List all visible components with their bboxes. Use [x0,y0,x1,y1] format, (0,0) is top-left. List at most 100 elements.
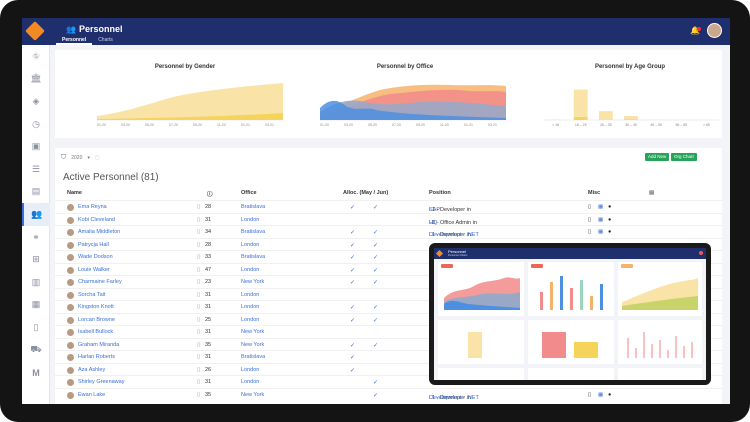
table-row[interactable]: Kobi Cleveland ▯ 31 London L0 - Office Admin… [55,212,722,226]
network-icon[interactable]: ⛗ [32,50,40,61]
office-link[interactable]: New York [241,341,265,348]
table-row[interactable]: Louie Walker ▯ 47 London ✓ ✓ [55,262,722,276]
table-row[interactable]: Aza Ashley ▯ 26 London ✓ [55,362,722,376]
tab-personnel[interactable]: Personnel [56,36,93,45]
department-link[interactable]: Development - .NET [429,394,479,401]
person-name-link[interactable]: Kobi Cleveland [78,216,115,223]
tab-charts[interactable]: Charts [98,37,113,43]
office-link[interactable]: London [241,266,260,273]
calendar-icon[interactable]: ▣ [31,141,41,152]
chevron-down-icon[interactable]: ▾ [87,155,90,161]
person-name-link[interactable]: Ewan Lake [78,391,106,398]
table-row[interactable]: Sorcha Tait ▯ 31 London [55,287,722,301]
office-link[interactable]: London [241,366,260,373]
layers-icon[interactable]: ◈ [32,95,40,106]
app-logo-icon[interactable] [25,21,45,41]
person-name-link[interactable]: Sorcha Tait [78,291,106,298]
office-link[interactable]: London [241,241,260,248]
car-icon[interactable]: ⛟ [30,344,42,355]
org-icon[interactable]: ⊞ [32,254,40,265]
document-icon[interactable]: ▥ [31,276,41,287]
phone-icon[interactable]: ▯ [588,204,592,210]
office-link[interactable]: New York [241,329,265,335]
phone-icon[interactable]: ▯ [588,216,592,223]
person-name-link[interactable]: Shirley Greenaway [78,379,125,385]
clock-icon[interactable]: ◷ [32,118,40,129]
table-row[interactable]: Shirley Greenaway ▯ 31 London ✓ [55,375,722,388]
column-header-name[interactable]: Name [67,190,82,196]
building-icon[interactable]: ▯ [33,321,39,332]
department-link[interactable]: SAP [429,207,441,213]
github-icon[interactable]: ● [608,204,612,210]
office-link[interactable]: London [241,216,260,223]
table-row[interactable]: Ewan Lake ▯ 35 New York ✓ L1 - Developer in D… [55,387,722,401]
calendar-icon[interactable]: ▦ [598,216,604,223]
users-icon[interactable]: 👥 [22,203,50,226]
add-new-button[interactable]: Add New [645,153,670,161]
notification-bell-icon[interactable]: 🔔 [690,26,700,35]
office-link[interactable]: London [241,316,260,323]
person-name-link[interactable]: Wade Dodson [78,254,113,260]
department-link[interactable]: HQ [429,219,438,226]
user-avatar[interactable] [707,23,722,38]
office-link[interactable]: Bratislava [241,204,266,210]
filter-icon[interactable]: ⛉ [61,154,67,161]
column-header-alloc[interactable]: Alloc. (May / Jun) [343,190,389,196]
year-select[interactable]: 2020 [71,155,83,161]
office-link[interactable]: Bratislava [241,254,266,260]
info-icon[interactable]: ⓘ [207,192,213,198]
org-chart-button[interactable]: Org Chart [671,153,697,161]
phone-icon[interactable]: ▯ [588,229,592,235]
person-name-link[interactable]: Lorcan Browne [78,316,115,323]
person-name-link[interactable]: Charmaine Farley [78,279,122,285]
person-name-link[interactable]: Aza Ashley [78,366,106,373]
m-logo-icon[interactable]: M [32,367,40,378]
table-row[interactable]: Lorcan Browne ▯ 25 London ✓ ✓ [55,312,722,326]
table-row[interactable]: Isabell Bullock ▯ 31 New York [55,325,722,338]
column-header-position[interactable]: Position [429,190,451,196]
office-link[interactable]: London [241,291,260,298]
folder-icon[interactable]: ▦ [31,299,41,310]
table-row[interactable]: Ema Reyna ▯ 28 Bratislava ✓ ✓ L1 - Developer i… [55,200,722,213]
table-row[interactable]: Wade Dodson ▯ 33 Bratislava ✓ ✓ [55,250,722,263]
check-icon: ✓ [350,317,356,324]
calendar-icon[interactable]: ▦ [598,229,604,235]
page-title: 👥 Personnel [66,24,123,34]
table-row[interactable]: Patrycja Hall ▯ 28 London ✓ ✓ [55,237,722,251]
clear-filter-icon[interactable]: ▢ [94,155,100,161]
handshake-icon[interactable]: ⚭ [32,231,40,242]
table-row[interactable]: Kingston Knott ▯ 31 London ✓ ✓ [55,300,722,313]
github-icon[interactable]: ● [608,391,612,398]
table-row[interactable]: Amalia Middleton ▯ 34 Bratislava ✓ ✓ L1 - Deve… [55,225,722,238]
office-link[interactable]: London [241,304,260,310]
office-link[interactable]: New York [241,279,265,285]
column-header-misc[interactable]: Misc [588,190,601,196]
table-row[interactable]: Harlan Roberts ▯ 31 Bratislava ✓ [55,350,722,363]
column-header-office[interactable]: Office [241,190,257,196]
table-row[interactable]: Charmaine Farley ▯ 23 New York ✓ ✓ [55,275,722,288]
person-name-link[interactable]: Patrycja Hall [78,241,109,248]
person-name-link[interactable]: Louie Walker [78,266,110,273]
github-icon[interactable]: ● [608,229,612,235]
person-name-link[interactable]: Kingston Knott [78,304,114,310]
person-name-link[interactable]: Graham Miranda [78,341,120,348]
office-x-ticks: 01-20 03-20 05-20 07-20 09-20 11-20 01-21 03-21 [320,123,497,127]
bank-icon[interactable]: 🏛 [30,73,42,84]
person-name-link[interactable]: Amalia Middleton [78,229,121,235]
phone-icon[interactable]: ▯ [588,391,592,398]
office-link[interactable]: New York [241,391,265,398]
wallet-icon[interactable]: ▤ [31,186,41,197]
columns-settings-icon[interactable]: ▤ [649,190,655,196]
calendar-icon[interactable]: ▦ [598,204,604,210]
person-name-link[interactable]: Ema Reyna [78,204,107,210]
person-name-link[interactable]: Harlan Roberts [78,354,115,360]
office-link[interactable]: Bratislava [241,229,266,235]
office-link[interactable]: Bratislava [241,354,266,360]
list-icon[interactable]: ☰ [31,163,41,174]
department-link[interactable]: Development - .NET [429,232,479,238]
person-name-link[interactable]: Isabell Bullock [78,329,114,335]
table-row[interactable]: Graham Miranda ▯ 35 New York ✓ ✓ [55,337,722,351]
calendar-icon[interactable]: ▦ [598,391,604,398]
github-icon[interactable]: ● [608,216,612,223]
office-link[interactable]: London [241,379,260,385]
